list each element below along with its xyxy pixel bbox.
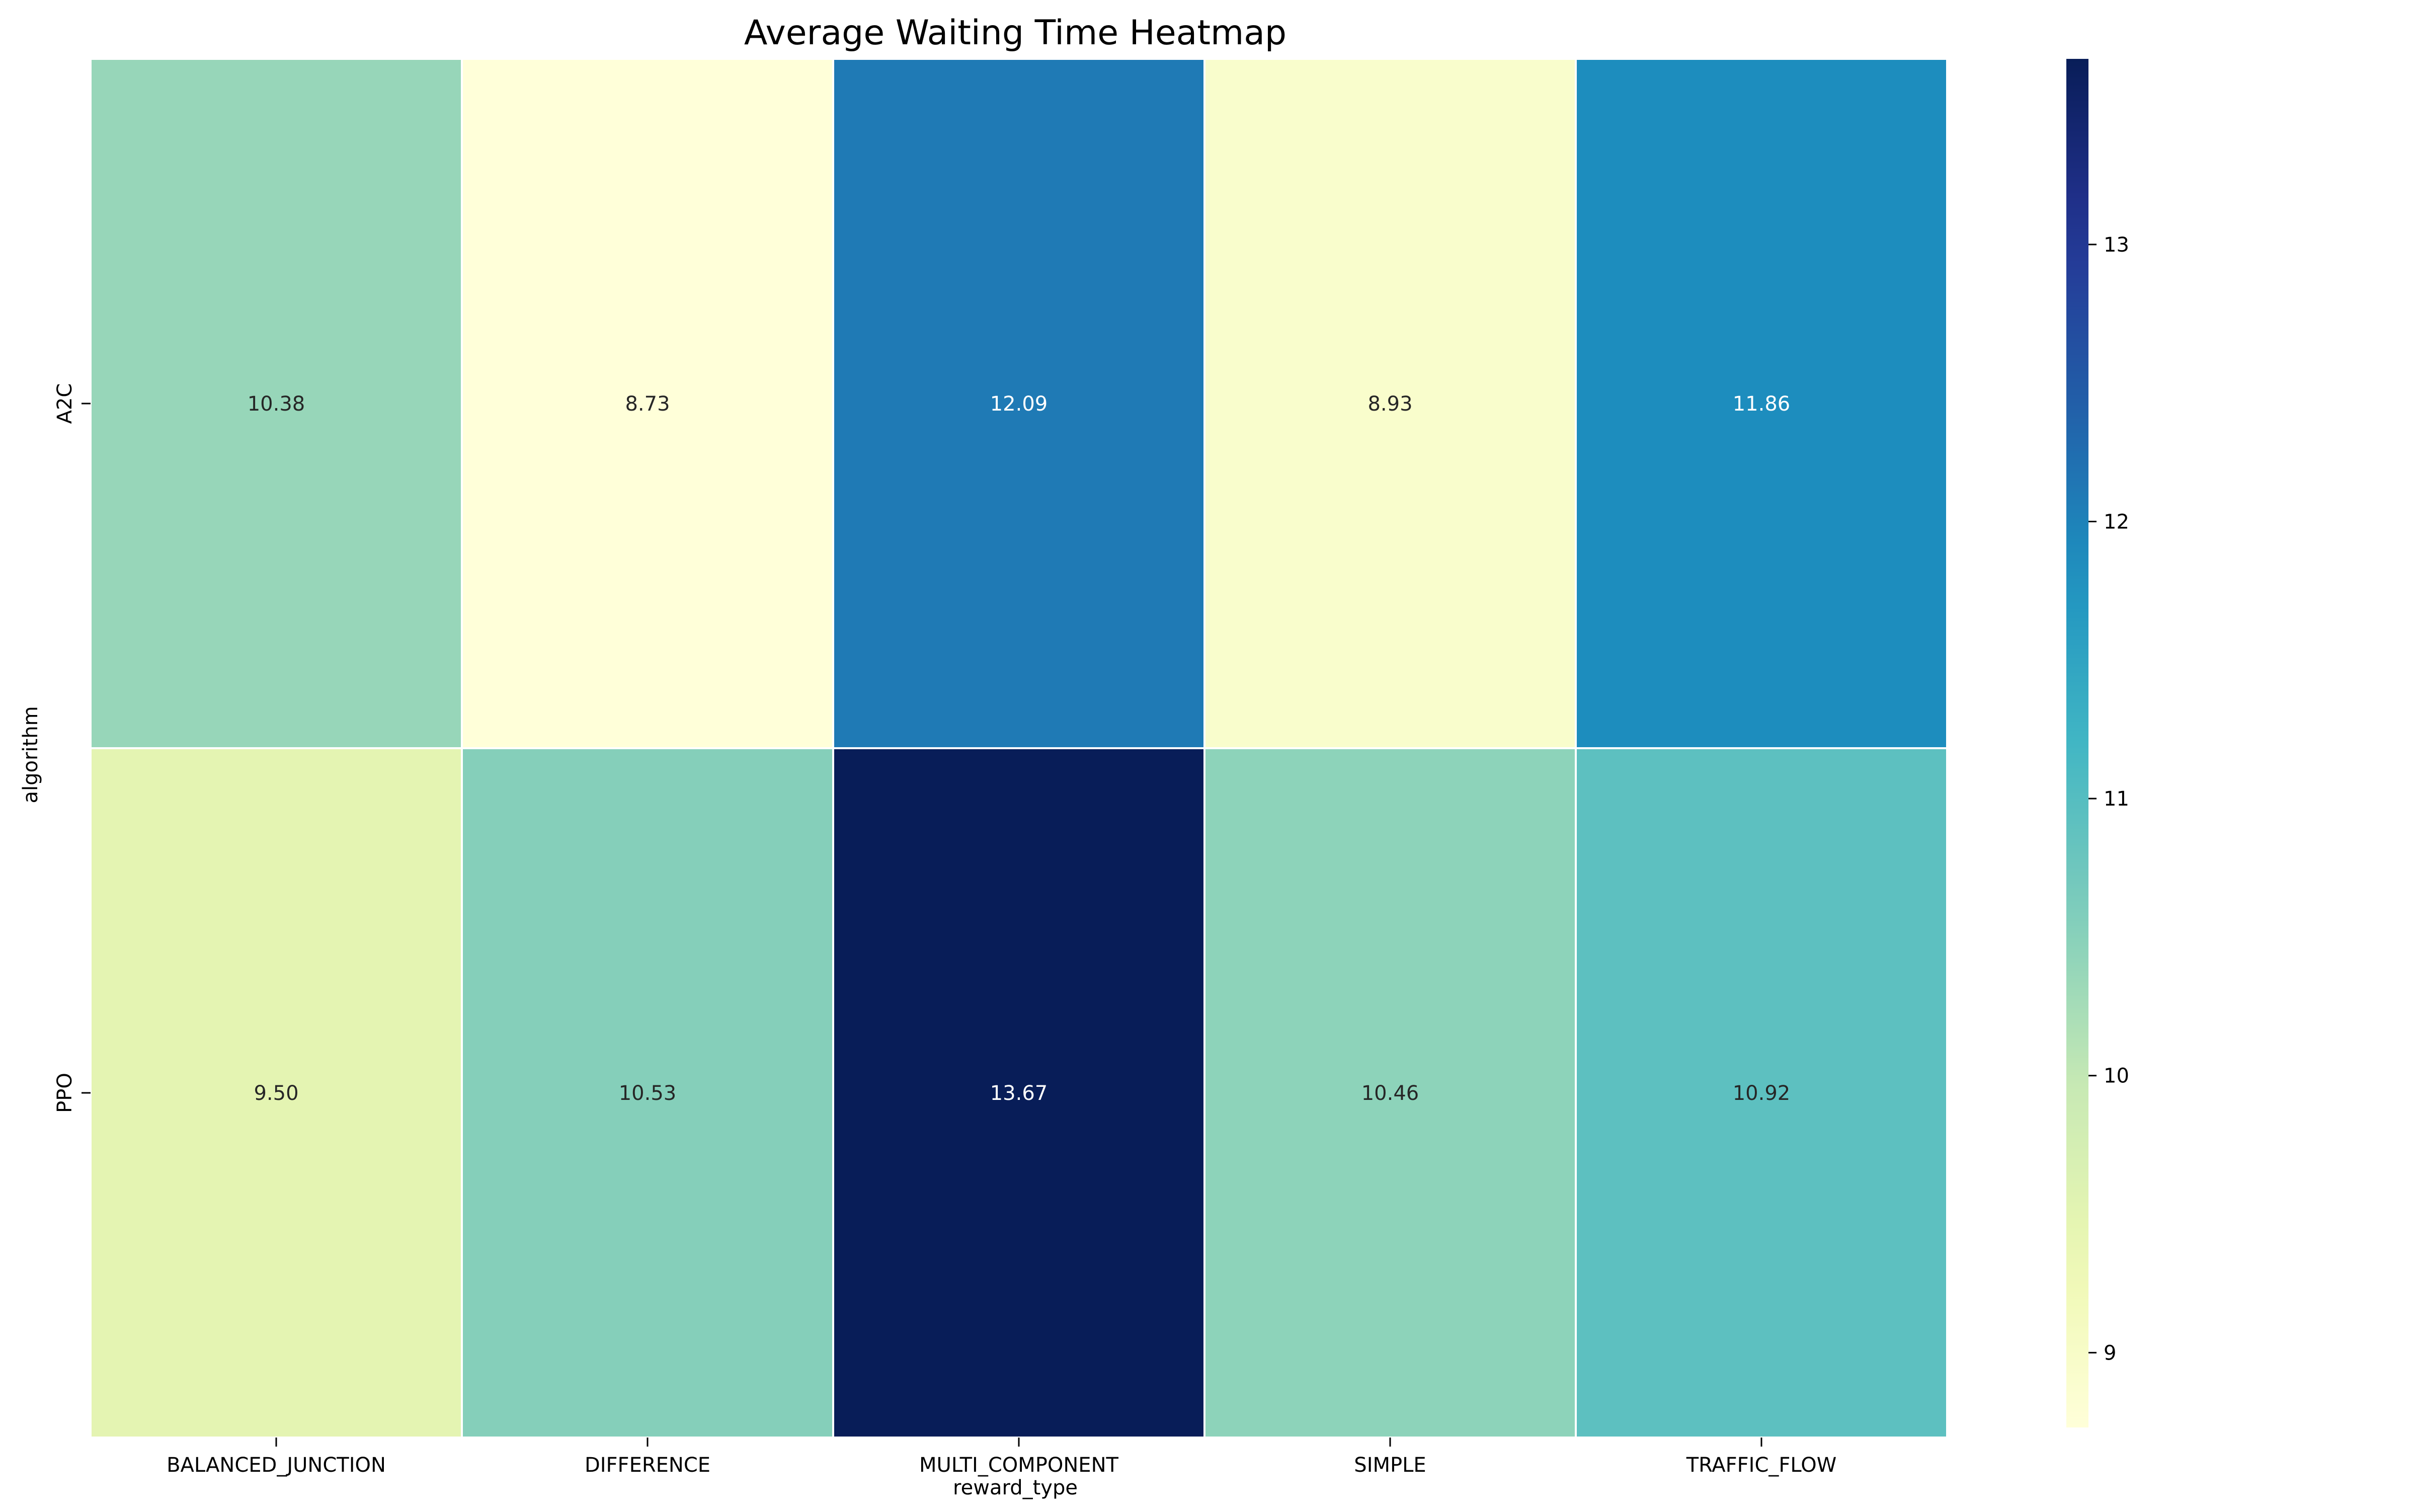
heatmap-cell [461,747,834,1439]
heatmap-cell [1575,58,1948,749]
cell-value-label: 11.86 [1733,392,1791,416]
heatmap-cell [461,58,834,749]
x-tick-label: BALANCED_JUNCTION [167,1454,386,1477]
heatmap-cells [90,58,1948,1439]
cell-value-label: 9.50 [254,1082,298,1105]
colorbar-ticks: 9 10 11 12 13 [2088,233,2129,1365]
colorbar: 9 10 11 12 13 [2066,59,2129,1427]
x-tick-label: SIMPLE [1354,1454,1426,1477]
cell-value-label: 8.73 [625,392,670,416]
colorbar-gradient [2066,59,2088,1427]
y-tick-label: A2C [53,383,76,424]
colorbar-tick-label: 13 [2104,233,2129,257]
heatmap-cell [832,747,1205,1439]
x-axis-label: reward_type [953,1476,1078,1499]
colorbar-tick-label: 11 [2104,787,2129,811]
cell-value-labels: 10.38 8.73 12.09 8.93 11.86 9.50 10.53 13.67 10.… [248,392,1791,1105]
x-axis: BALANCED_JUNCTION DIFFERENCE MULTI_COMPONE… [167,1438,1836,1477]
y-tick-label: PPO [53,1073,76,1113]
heatmap-cell [1575,747,1948,1439]
heatmap-cell [1203,58,1577,749]
cell-value-label: 13.67 [990,1082,1048,1105]
colorbar-tick-label: 12 [2104,511,2129,534]
heatmap-cell [90,747,463,1439]
cell-value-label: 10.46 [1361,1082,1419,1105]
y-axis: A2C PPO [53,383,91,1113]
y-axis-label: algorithm [19,706,42,803]
chart-title: Average Waiting Time Heatmap [744,13,1286,53]
heatmap-cell [832,58,1205,749]
cell-value-label: 10.38 [248,392,305,416]
cell-value-label: 10.53 [619,1082,677,1105]
cell-value-label: 8.93 [1367,392,1412,416]
colorbar-tick-label: 10 [2104,1065,2129,1088]
x-tick-label: MULTI_COMPONENT [919,1454,1118,1477]
colorbar-tick-label: 9 [2104,1341,2116,1365]
cell-value-label: 10.92 [1733,1082,1791,1105]
x-tick-label: TRAFFIC_FLOW [1686,1454,1837,1477]
heatmap-cell [90,58,463,749]
x-tick-label: DIFFERENCE [585,1454,710,1477]
cell-value-label: 12.09 [990,392,1048,416]
